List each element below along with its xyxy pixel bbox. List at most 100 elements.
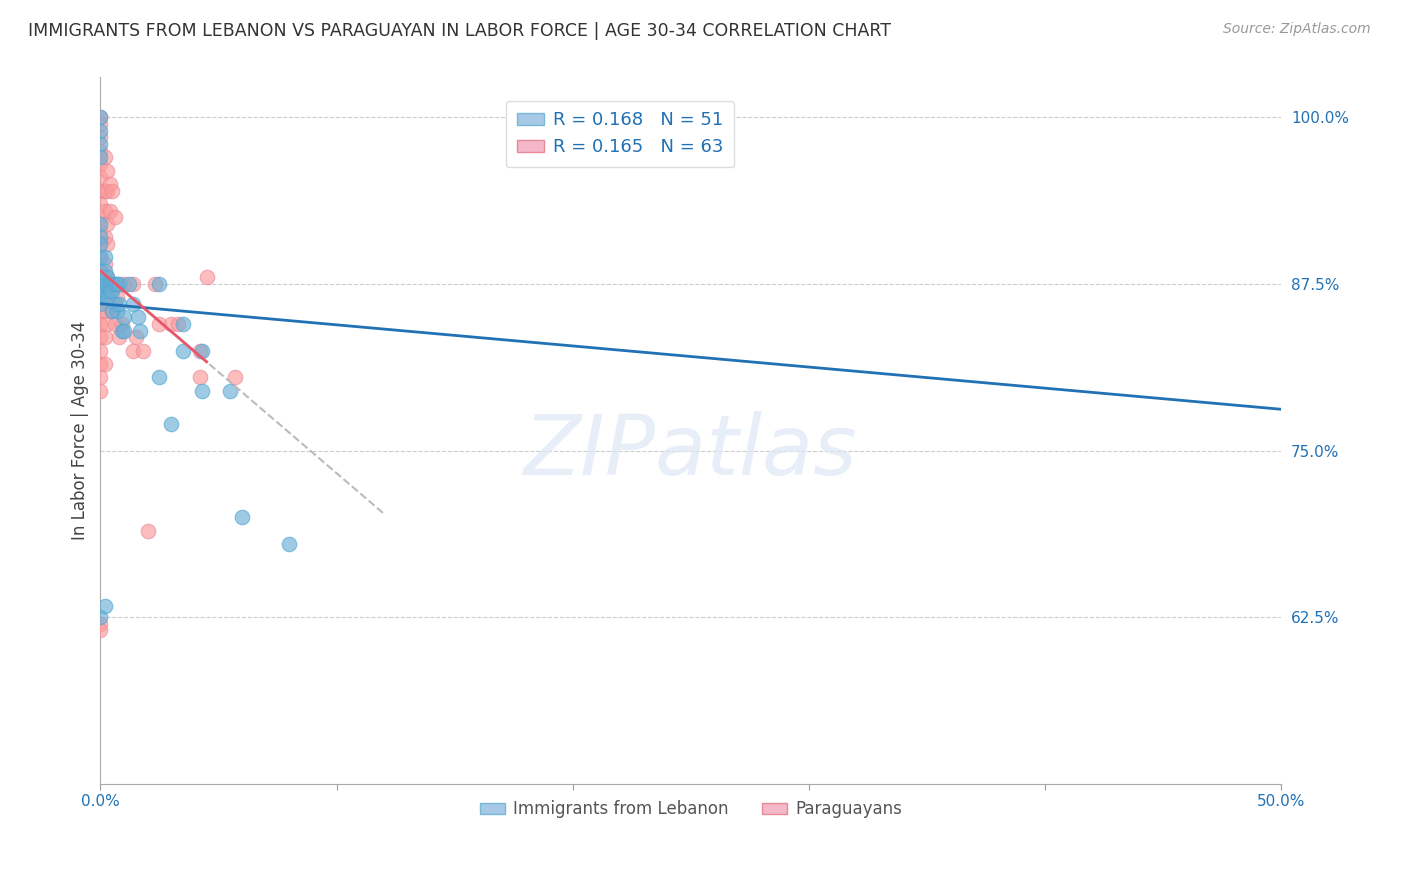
Point [89,277,111,291]
Point [96,290,118,304]
Text: Source: ZipAtlas.com: Source: ZipAtlas.com [1223,22,1371,37]
Point [89,343,111,358]
Point [96,270,118,285]
Point [148,370,170,384]
Point [94,203,117,218]
Point [101,303,124,318]
Point [89,111,111,125]
Point [108,330,131,344]
Point [96,270,118,285]
Point [103,277,125,291]
Point [89,251,111,265]
Point [94,277,117,291]
Text: IMMIGRANTS FROM LEBANON VS PARAGUAYAN IN LABOR FORCE | AGE 30-34 CORRELATION CHA: IMMIGRANTS FROM LEBANON VS PARAGUAYAN IN… [28,22,891,40]
Point [108,297,131,311]
Point [160,317,183,331]
Point [167,317,190,331]
Point [96,277,118,291]
Point [89,263,111,277]
Point [103,211,125,225]
Point [89,370,111,384]
Legend: Immigrants from Lebanon, Paraguayans: Immigrants from Lebanon, Paraguayans [472,794,908,825]
Point [89,197,111,211]
Point [112,277,135,291]
Point [143,277,166,291]
Point [98,203,121,218]
Point [112,310,135,325]
Point [231,510,253,524]
Point [101,284,124,298]
Point [191,343,214,358]
Point [118,277,141,291]
Point [96,217,118,231]
Point [89,150,111,164]
Point [224,370,246,384]
Point [94,284,117,298]
Point [94,251,117,265]
Point [191,384,214,398]
Point [105,303,128,318]
Point [127,310,149,325]
Point [112,324,135,338]
Point [89,284,111,298]
Point [172,343,194,358]
Point [89,357,111,371]
Point [89,224,111,238]
Point [105,277,128,291]
Text: ZIPatlas: ZIPatlas [524,411,858,492]
Point [94,263,117,277]
Point [188,343,211,358]
Point [89,130,111,145]
Point [160,417,183,431]
Point [122,343,145,358]
Point [148,317,170,331]
Point [89,230,111,244]
Point [89,117,111,131]
Point [148,277,170,291]
Point [89,610,111,624]
Point [98,277,121,291]
Point [89,263,111,277]
Point [195,270,218,285]
Point [105,290,128,304]
Point [94,303,117,318]
Point [96,290,118,304]
Point [122,277,145,291]
Point [101,303,124,318]
Point [125,330,148,344]
Point [89,277,111,291]
Point [89,317,111,331]
Point [89,124,111,138]
Point [98,284,121,298]
Point [89,237,111,252]
Point [278,537,301,551]
Point [98,177,121,191]
Point [89,137,111,152]
Point [89,144,111,158]
Point [89,290,111,304]
Point [108,277,131,291]
Point [89,624,111,638]
Point [103,317,125,331]
Point [89,290,111,304]
Point [94,277,117,291]
Point [219,384,242,398]
Point [94,230,117,244]
Y-axis label: In Labor Force | Age 30-34: In Labor Force | Age 30-34 [72,321,89,541]
Point [89,184,111,198]
Point [89,211,111,225]
Point [188,370,211,384]
Point [103,297,125,311]
Point [101,184,124,198]
Point [101,277,124,291]
Point [89,237,111,252]
Point [89,297,111,311]
Point [89,384,111,398]
Point [94,357,117,371]
Point [96,237,118,252]
Point [96,317,118,331]
Point [136,524,159,538]
Point [110,324,132,338]
Point [89,303,111,318]
Point [96,163,118,178]
